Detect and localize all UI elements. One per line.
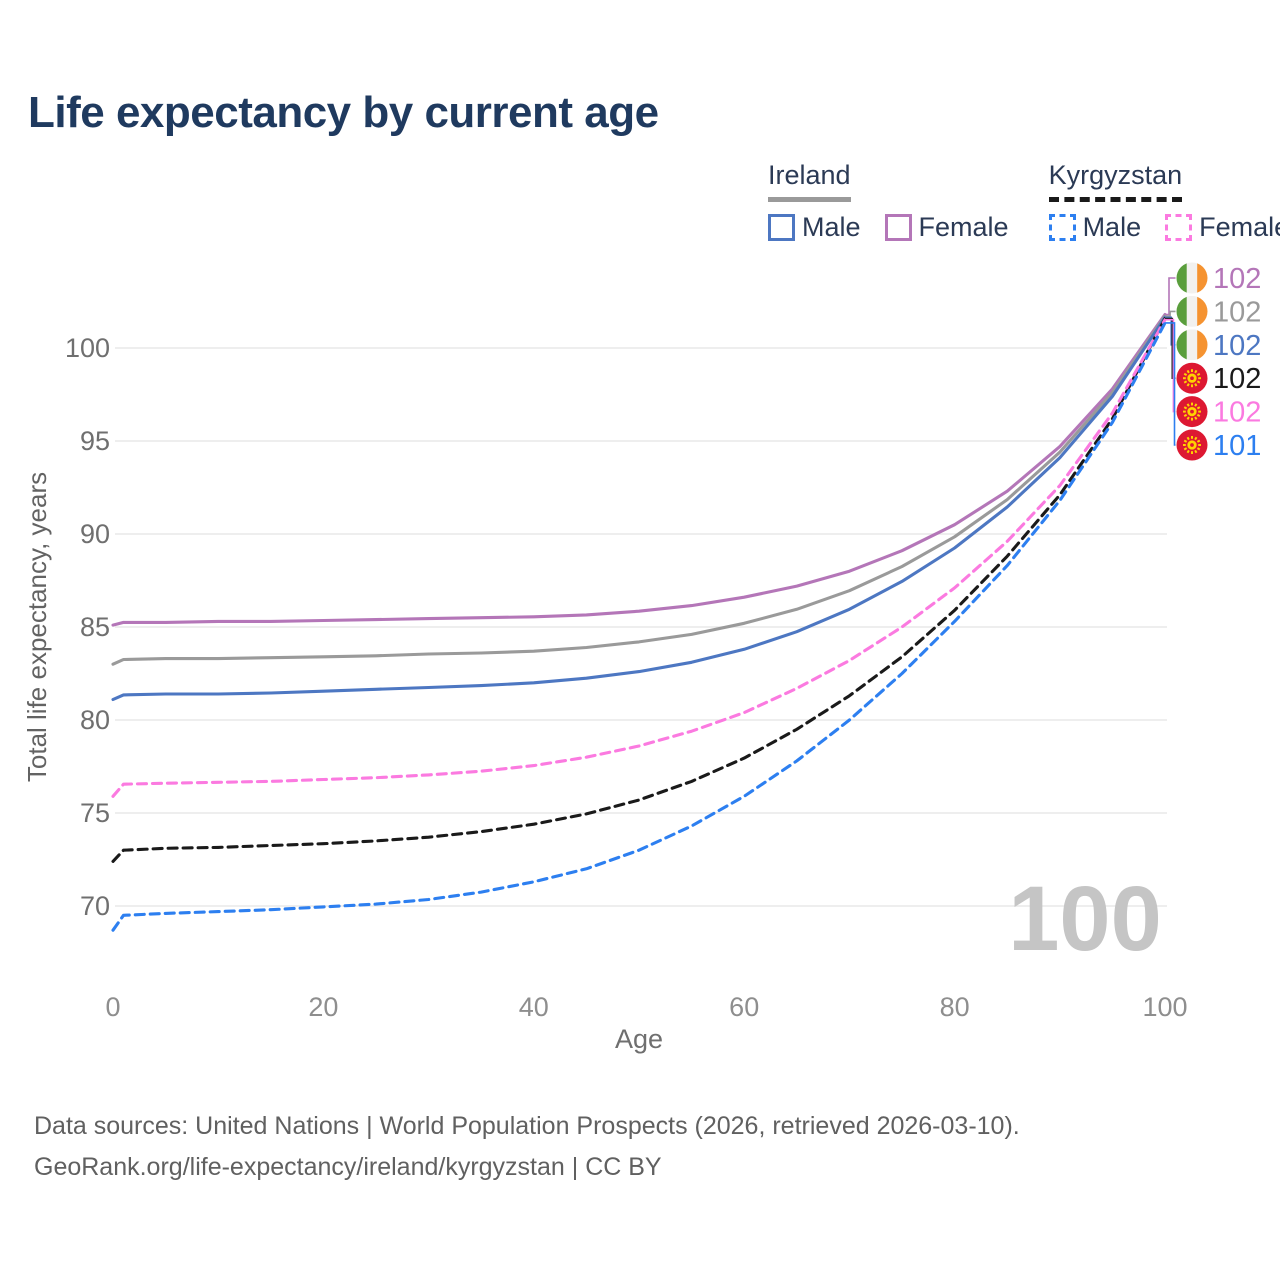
legend-item-kyrgyzstan-male[interactable]: Male (1048, 212, 1142, 243)
flag-kyrgyzstan-icon (1176, 429, 1208, 461)
legend-country-kyrgyzstan: Kyrgyzstan (1048, 160, 1183, 202)
legend-item-label: Male (1082, 212, 1142, 242)
legend-group-ireland: Ireland Male Female (768, 160, 1009, 243)
footer-line-2: GeoRank.org/life-expectancy/ireland/kyrg… (34, 1153, 662, 1181)
legend-group-kyrgyzstan: Kyrgyzstan Male Female (1048, 160, 1280, 243)
x-tick-80: 80 (940, 992, 970, 1022)
flag-kyrgyzstan-icon (1176, 362, 1208, 394)
end-label-ireland-female: 102 (1213, 263, 1261, 295)
series-line-kyrgyzstan[interactable] (111, 317, 1167, 863)
y-tick-100: 100 (65, 333, 110, 363)
footer-line-1: Data sources: United Nations | World Pop… (34, 1112, 1020, 1140)
y-tick-70: 70 (80, 891, 110, 921)
kyrgyzstan-male-swatch-icon[interactable] (1048, 214, 1076, 241)
series-line-ireland-male[interactable] (111, 315, 1167, 702)
flag-ireland-icon (1176, 295, 1208, 327)
series-lines (111, 312, 1167, 932)
gridlines (115, 347, 1167, 907)
end-label-kyrgyzstan-female: 102 (1213, 397, 1261, 429)
legend-country-ireland: Ireland (768, 160, 851, 202)
axis-labels: 70 75 80 85 90 95 100 0 20 40 60 80 100 Age Total life… (22, 333, 1188, 1054)
x-tick-20: 20 (308, 992, 338, 1022)
leader-line-kyrgyzstan-male (1165, 322, 1176, 446)
y-axis-title: Total life expectancy, years (22, 472, 52, 782)
y-tick-85: 85 (80, 612, 110, 642)
series-line-kyrgyzstan-female[interactable] (111, 318, 1167, 798)
end-label-ireland: 102 (1213, 296, 1261, 328)
age-counter-watermark: 100 (1008, 868, 1162, 970)
data-sources-footer: Data sources: United Nations | World Pop… (34, 1106, 1020, 1188)
series-line-ireland[interactable] (111, 314, 1167, 666)
legend-item-label: Female (918, 212, 1009, 242)
legend-item-ireland-female[interactable]: Female (884, 212, 1009, 243)
series-line-ireland-female[interactable] (111, 312, 1167, 627)
legend-item-kyrgyzstan-female[interactable]: Female (1165, 212, 1280, 243)
flag-ireland-icon (1176, 262, 1208, 294)
x-tick-0: 0 (105, 992, 120, 1022)
flag-ireland-icon (1176, 329, 1208, 361)
leader-line-ireland-female (1165, 277, 1176, 316)
legend-item-ireland-male[interactable]: Male (768, 212, 861, 243)
age-counter: 100 (1008, 868, 1162, 970)
legend: Ireland Male Female Kyrgyzstan Male (768, 160, 1280, 243)
x-tick-60: 60 (729, 992, 759, 1022)
page-title: Life expectancy by current age (28, 88, 659, 137)
y-tick-80: 80 (80, 705, 110, 735)
leader-line-ireland (1165, 310, 1176, 317)
series-line-kyrgyzstan-male[interactable] (111, 321, 1167, 932)
end-label-ireland-male: 102 (1213, 330, 1261, 362)
x-axis-title: Age (615, 1024, 663, 1054)
end-label-kyrgyzstan-male: 101 (1213, 430, 1261, 462)
ireland-female-swatch-icon[interactable] (884, 214, 912, 241)
kyrgyzstan-female-swatch-icon[interactable] (1165, 214, 1193, 241)
y-tick-90: 90 (80, 519, 110, 549)
flag-kyrgyzstan-icon (1176, 396, 1208, 428)
end-label-kyrgyzstan: 102 (1213, 363, 1261, 395)
x-tick-100: 100 (1142, 992, 1187, 1022)
leader-lines (1165, 277, 1176, 446)
legend-item-label: Male (802, 212, 861, 242)
legend-item-label: Female (1199, 212, 1280, 242)
ireland-male-swatch-icon[interactable] (768, 214, 795, 241)
y-tick-75: 75 (80, 798, 110, 828)
x-tick-40: 40 (519, 992, 549, 1022)
y-tick-95: 95 (80, 426, 110, 456)
